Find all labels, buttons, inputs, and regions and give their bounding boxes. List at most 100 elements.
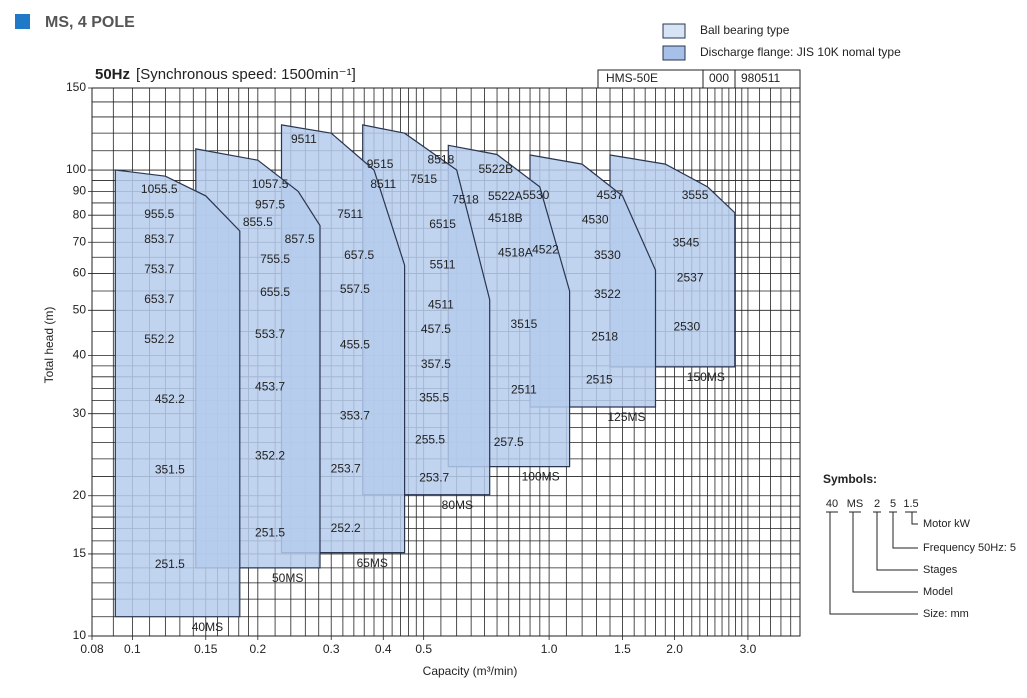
symbol-meaning: Stages [923, 564, 958, 576]
x-tick-label: 0.4 [375, 642, 392, 656]
x-tick-label: 3.0 [740, 642, 757, 656]
model-label: 8511 [370, 177, 396, 191]
y-tick-label: 80 [73, 207, 87, 221]
model-label: 8518 [428, 152, 455, 166]
header: MS, 4 POLE [45, 14, 135, 31]
model-label: 357.5 [421, 357, 451, 371]
model-label: 755.5 [260, 252, 290, 266]
model-label: 3522 [594, 287, 621, 301]
symbol-meaning: Frequency 50Hz: 5 [923, 542, 1016, 554]
model-label: 7518 [452, 192, 479, 206]
model-label: 4522 [532, 242, 559, 256]
model-label: 552.2 [144, 332, 174, 346]
model-label: 2518 [591, 330, 618, 344]
title-bold: 50Hz [95, 66, 130, 83]
symbol-code: MS [847, 498, 864, 510]
y-tick-label: 150 [66, 80, 86, 94]
x-tick-label: 0.08 [80, 642, 104, 656]
model-label: 4537 [597, 188, 624, 202]
model-label: 452.2 [155, 392, 185, 406]
model-label: 655.5 [260, 285, 290, 299]
model-label: 6515 [429, 217, 456, 231]
x-tick-label: 0.2 [249, 642, 266, 656]
legend-label: Discharge flange: JIS 10K nomal type [700, 45, 901, 59]
family-label: 125MS [607, 410, 645, 424]
model-label: 5522B [478, 162, 513, 176]
y-tick-label: 50 [73, 302, 87, 316]
model-label: 5522A [488, 189, 523, 203]
legend-swatch [662, 45, 686, 61]
y-tick-label: 15 [73, 546, 87, 560]
model-label: 3545 [673, 235, 700, 249]
model-label: 2515 [586, 372, 613, 386]
model-label: 1055.5 [141, 182, 178, 196]
doc-date: 980511 [741, 71, 780, 85]
model-label: 553.7 [255, 327, 285, 341]
symbol-code: 1.5 [903, 498, 918, 510]
symbol-code: 2 [874, 498, 880, 510]
x-axis-label: Capacity (m³/min) [423, 664, 518, 678]
model-label: 253.7 [331, 461, 361, 475]
x-tick-label: 2.0 [666, 642, 683, 656]
doc-rev: 000 [709, 71, 729, 85]
doc-id: HMS-50E [606, 71, 658, 85]
symbol-leaders [826, 511, 918, 615]
header-icon [15, 14, 30, 29]
model-label: 2537 [677, 271, 704, 285]
model-label: 653.7 [144, 292, 174, 306]
model-label: 9511 [291, 132, 317, 146]
doc-box: HMS-50E 000 980511 [597, 69, 801, 89]
legend-label: Ball bearing type [700, 23, 790, 37]
symbol-meaning: Size: mm [923, 608, 969, 620]
family-label: 80MS [442, 498, 473, 512]
model-label: 3555 [682, 188, 709, 202]
x-tick-label: 0.5 [415, 642, 432, 656]
model-label: 7515 [410, 172, 437, 186]
model-label: 252.2 [331, 521, 361, 535]
model-label: 353.7 [340, 409, 370, 423]
title-text: [Synchronous speed: 1500min⁻¹] [136, 66, 356, 83]
model-label: 4511 [428, 297, 454, 311]
y-tick-label: 60 [73, 266, 87, 280]
plot: 0.08 0.1 0.15 0.2 0.3 0.4 0.5 1.0 1.5 2.0 3.0 10 15 2… [66, 80, 801, 656]
x-tick-label: 0.1 [124, 642, 141, 656]
symbol-code: 5 [890, 498, 896, 510]
y-tick-label: 70 [73, 234, 87, 248]
symbol-code: 40 [826, 498, 838, 510]
y-tick-label: 20 [73, 488, 87, 502]
model-label: 4530 [582, 213, 609, 227]
y-tick-label: 40 [73, 348, 87, 362]
model-label: 3515 [511, 317, 538, 331]
y-tick-label: 30 [73, 406, 87, 420]
model-label: 455.5 [340, 337, 370, 351]
model-label: 857.5 [285, 232, 315, 246]
family-label: 50MS [272, 571, 303, 585]
model-label: 351.5 [155, 462, 185, 476]
model-label: 255.5 [415, 432, 445, 446]
model-label: 957.5 [255, 198, 285, 212]
model-label: 557.5 [340, 282, 370, 296]
model-label: 2511 [511, 382, 537, 396]
model-label: 855.5 [243, 215, 273, 229]
model-label: 657.5 [344, 248, 374, 262]
model-label: 352.2 [255, 448, 285, 462]
plot-frame [91, 87, 801, 637]
family-label: 40MS [192, 620, 223, 634]
x-tick-label: 0.15 [194, 642, 218, 656]
model-label: 5511 [430, 257, 456, 271]
model-label: 2530 [673, 319, 700, 333]
family-region [114, 169, 241, 618]
model-label: 5530 [523, 188, 550, 202]
symbols: Symbols: 40 MS 2 5 1.5 Motor kW Frequenc… [823, 472, 1016, 620]
symbol-meaning: Model [923, 586, 953, 598]
y-tick-label: 90 [73, 184, 87, 198]
model-label: 955.5 [144, 207, 174, 221]
model-label: 251.5 [155, 557, 185, 571]
model-label: 7511 [337, 207, 363, 221]
model-label: 853.7 [144, 232, 174, 246]
chart-title: 50Hz [Synchronous speed: 1500min⁻¹] [95, 66, 356, 83]
x-tick-label: 1.5 [614, 642, 631, 656]
model-label: 753.7 [144, 262, 174, 276]
model-label: 257.5 [494, 435, 524, 449]
